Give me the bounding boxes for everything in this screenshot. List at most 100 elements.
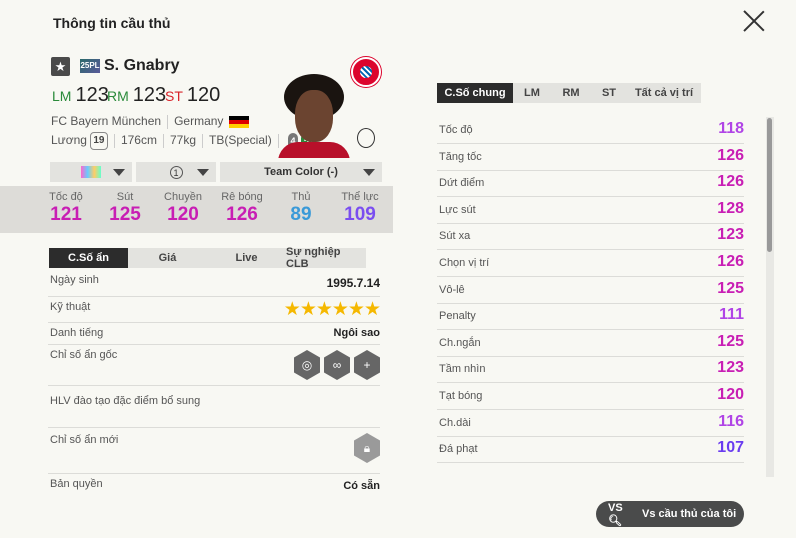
attribute-row: Chọn vị trí 126 <box>437 250 744 277</box>
attribute-row: Lực sút 128 <box>437 197 744 224</box>
attribute-value: 123 <box>717 359 744 377</box>
attribute-row: Tốc độ 118 <box>437 117 744 144</box>
compare-my-player-button[interactable]: VS🔍︎ Vs cầu thủ của tôi <box>596 501 744 527</box>
row-traits: Chỉ số ẩn gốc ◎ ∞ + <box>48 345 380 386</box>
close-icon[interactable] <box>742 9 766 33</box>
attribute-row: Tăng tốc 126 <box>437 144 744 171</box>
row-value: 1995.7.14 <box>326 276 380 290</box>
weight: 77kg <box>169 133 196 148</box>
scrollbar-track[interactable] <box>766 117 774 477</box>
stat-label: Rê bóng <box>221 191 263 203</box>
card-type-dropdown[interactable] <box>50 162 132 182</box>
attribute-value: 126 <box>717 253 744 270</box>
player-name: S. Gnabry <box>104 57 180 74</box>
attribute-value: 126 <box>717 173 744 191</box>
position-rm: RM 123 <box>107 84 166 107</box>
attribute-label: Tăng tốc <box>439 150 482 163</box>
team-color-dropdown[interactable]: Team Color (-) <box>220 162 382 182</box>
attribute-value: 125 <box>717 332 744 350</box>
attribute-row: Vô-lê 125 <box>437 277 744 304</box>
chevron-down-icon <box>197 169 209 176</box>
stat-dribbling: Rê bóng 126 <box>212 191 272 226</box>
tab-general-stats[interactable]: C.Số chung <box>437 83 513 103</box>
row-birthdate: Ngày sinh 1995.7.14 <box>48 270 380 297</box>
attribute-row: Dứt điểm 126 <box>437 170 744 198</box>
tab-price[interactable]: Giá <box>158 252 177 264</box>
row-value: Ngôi sao <box>333 327 380 339</box>
vs-search-icon: VS🔍︎ <box>608 501 623 527</box>
stat-value: 109 <box>344 204 376 225</box>
attribute-value: 123 <box>717 226 744 244</box>
upgrade-dropdown[interactable]: 1 <box>136 162 216 182</box>
upgrade-level: 1 <box>169 165 183 179</box>
row-license: Bản quyền Có sẵn <box>48 474 380 498</box>
attribute-label: Ch.ngắn <box>439 336 481 349</box>
stat-label: Chuyền <box>164 191 202 203</box>
club-logo-icon <box>351 57 381 87</box>
row-value: Có sẵn <box>343 480 380 492</box>
stat-label: Thủ <box>291 191 311 203</box>
stat-defending: Thủ 89 <box>271 191 331 226</box>
position-label: RM <box>107 88 129 104</box>
stat-value: 120 <box>167 204 199 225</box>
salary-badge: 19 <box>89 132 108 150</box>
tab-hidden-stats[interactable]: C.Số ẩn <box>49 248 128 268</box>
position-ovr: 123 <box>132 84 167 106</box>
stat-label: Tốc độ <box>49 191 83 203</box>
tab-lm[interactable]: LM <box>524 87 540 99</box>
nation-name: Germany <box>174 114 224 128</box>
scrollbar-thumb[interactable] <box>767 118 772 252</box>
lock-icon[interactable]: 🔒︎ <box>354 433 380 463</box>
attribute-value: 111 <box>719 306 744 324</box>
attribute-value: 116 <box>718 412 744 430</box>
row-label: Danh tiếng <box>50 327 104 339</box>
stat-shooting: Sút 125 <box>95 191 155 226</box>
row-fame: Danh tiếng Ngôi sao <box>48 323 380 345</box>
attribute-value: 118 <box>718 120 744 137</box>
tab-st[interactable]: ST <box>601 87 617 99</box>
attribute-label: Chọn vị trí <box>439 257 490 269</box>
position-lm: LM 123 <box>52 84 109 107</box>
attribute-label: Vô-lê <box>439 283 465 296</box>
favorite-star-icon[interactable]: ★ <box>51 57 70 76</box>
flair-icon[interactable]: ∞ <box>324 350 350 380</box>
position-st: ST 120 <box>165 84 220 107</box>
attribute-label: Dứt điểm <box>439 177 485 190</box>
chevron-down-icon <box>113 169 125 176</box>
position-label: ST <box>165 88 183 104</box>
attribute-row: Ch.ngắn 125 <box>437 330 744 357</box>
stat-pace: Tốc độ 121 <box>36 191 96 226</box>
tab-live[interactable]: Live <box>235 252 258 264</box>
attribute-label: Đá phạt <box>439 443 478 456</box>
attribute-row: Tầm nhìn 123 <box>437 356 744 384</box>
season-badge: 25PL <box>80 59 100 73</box>
attribute-label: Tầm nhìn <box>439 363 486 376</box>
row-label: Kỹ thuật <box>50 301 91 313</box>
attribute-value: 125 <box>717 279 744 297</box>
skill-stars-icon: ★★★★★★ <box>283 299 381 320</box>
tab-club-career[interactable]: Sự nghiệp CLB <box>286 246 341 270</box>
tab-rm[interactable]: RM <box>562 87 580 99</box>
tab-all-positions[interactable]: Tất cả vị trí <box>634 87 694 99</box>
salary-label: Lương <box>51 133 87 148</box>
attribute-row: Đá phạt 107 <box>437 436 744 464</box>
right-tabs: C.Số chung LM RM ST Tất cả vị trí <box>437 83 701 103</box>
position-ovr: 123 <box>75 84 109 106</box>
height: 176cm <box>120 133 157 148</box>
stat-value: 89 <box>290 204 312 225</box>
row-label: HLV đào tạo đặc điểm bổ sung <box>50 395 201 407</box>
row-label: Bản quyền <box>50 478 103 490</box>
stat-label: Thể lực <box>341 191 379 203</box>
main-stats-bar: Tốc độ 121 Sút 125 Chuyền 120 Rê bóng 126 Th… <box>0 186 393 233</box>
stat-value: 121 <box>50 204 82 225</box>
speed-dribbler-icon[interactable]: ◎ <box>294 350 320 380</box>
row-skill: Kỹ thuật ★★★★★★ <box>48 297 381 323</box>
team-color-label: Team Color (-) <box>264 166 338 178</box>
stat-label: Sút <box>116 191 134 203</box>
row-new-traits: Chỉ số ẩn mới 🔒︎ <box>48 428 380 474</box>
injury-prone-icon[interactable]: + <box>354 350 380 380</box>
stat-value: 126 <box>226 204 258 225</box>
attribute-label: Penalty <box>439 310 476 323</box>
attribute-value: 120 <box>717 386 744 403</box>
